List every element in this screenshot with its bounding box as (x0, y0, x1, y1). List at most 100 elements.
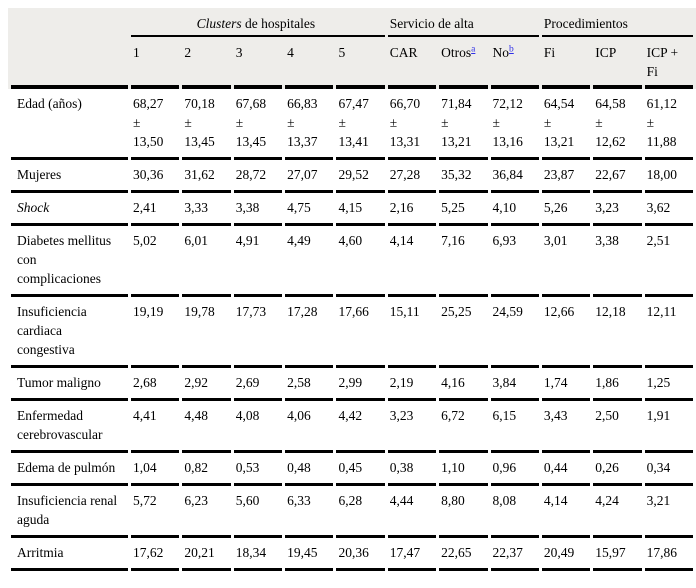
row-label: Tumor maligno (11, 368, 128, 401)
column-header: 4 (285, 37, 334, 89)
data-cell: 5,02 (131, 226, 180, 297)
data-cell: 22,37 (490, 538, 539, 571)
data-cell: 7,16 (439, 226, 488, 297)
data-cell: 6,33 (285, 486, 334, 538)
data-cell: 36,84 (490, 160, 539, 193)
column-header: 3 (233, 37, 283, 89)
data-cell: 35,32 (439, 160, 488, 193)
column-header-label: 1 (133, 45, 140, 60)
table-row: Tumor maligno 2,68 2,92 2,69 2,58 2,99 2,19 4,1… (11, 368, 693, 401)
data-cell: 4,41 (131, 401, 180, 453)
data-cell: 3,23 (387, 401, 437, 453)
column-header: 2 (182, 37, 231, 89)
table-row: Mujeres 30,36 31,62 28,72 27,07 29,52 27,28 35,… (11, 160, 693, 193)
data-cell: 3,38 (233, 193, 283, 226)
data-cell: 0,96 (490, 453, 539, 486)
data-cell: 23,87 (541, 160, 591, 193)
group-header-italic: Clusters (196, 16, 242, 31)
footnote-marker: a (471, 45, 475, 55)
data-cell: 6,28 (336, 486, 385, 538)
table-row: Shock 2,41 3,33 3,38 4,75 4,15 2,16 5,25 4,10 5,2… (11, 193, 693, 226)
data-cell: 2,51 (644, 226, 693, 297)
data-cell: 2,19 (387, 368, 437, 401)
data-cell: 1,25 (644, 368, 693, 401)
data-cell: 3,21 (644, 486, 693, 538)
column-header-row: 1 2 3 4 5 CAR Otrosa Nob Fi ICP ICP + Fi (11, 37, 693, 89)
data-cell: 4,24 (593, 486, 642, 538)
data-cell: 71,84 ± 13,21 (439, 89, 488, 160)
footnote-link-b[interactable]: b (509, 44, 514, 55)
data-cell: 4,16 (439, 368, 488, 401)
data-cell: 17,47 (387, 538, 437, 571)
footnote-marker: b (509, 45, 514, 55)
data-cell: 15,11 (387, 297, 437, 368)
column-header: CAR (387, 37, 437, 89)
table-header: Clusters de hospitales Servicio de alta Pr… (11, 8, 693, 89)
group-header: Servicio de alta (387, 8, 539, 37)
data-cell: 20,49 (541, 538, 591, 571)
group-header: Clusters de hospitales (131, 8, 385, 37)
table-row: Arritmia 17,62 20,21 18,34 19,45 20,36 17,47 22… (11, 538, 693, 571)
group-header-row: Clusters de hospitales Servicio de alta Pr… (11, 8, 693, 37)
data-cell: 5,72 (131, 486, 180, 538)
data-cell: 0,44 (541, 453, 591, 486)
data-cell: 1,04 (131, 453, 180, 486)
corner-cell (11, 37, 128, 89)
group-header-label: Servicio de alta (389, 16, 474, 31)
column-header-label: Fi (543, 45, 556, 60)
column-header: Nob (490, 37, 539, 89)
data-cell: 29,52 (336, 160, 385, 193)
group-header: Procedimientos (541, 8, 693, 37)
table-row: Diabetes mellitus con complicaciones 5,02… (11, 226, 693, 297)
data-cell: 30,36 (131, 160, 180, 193)
data-cell: 27,07 (285, 160, 334, 193)
column-header-label: ICP + Fi (646, 45, 679, 79)
data-cell: 66,70 ± 13,31 (387, 89, 437, 160)
column-header-label: CAR (389, 45, 418, 60)
data-cell: 28,72 (233, 160, 283, 193)
table-row: Insuficiencia cardiaca congestiva 19,19 19… (11, 297, 693, 368)
data-cell: 2,69 (233, 368, 283, 401)
data-cell: 0,34 (644, 453, 693, 486)
data-cell: 19,19 (131, 297, 180, 368)
row-label: Edema de pulmón (11, 453, 128, 486)
data-cell: 17,73 (233, 297, 283, 368)
data-cell: 4,60 (336, 226, 385, 297)
data-cell: 19,45 (285, 538, 334, 571)
data-cell: 64,54 ± 13,21 (541, 89, 591, 160)
table-body: Edad (años) 68,27 ± 13,50 70,18 ± 13,45 67,… (11, 89, 693, 571)
data-cell: 4,14 (541, 486, 591, 538)
data-cell: 22,67 (593, 160, 642, 193)
data-cell: 3,84 (490, 368, 539, 401)
data-cell: 20,21 (182, 538, 231, 571)
row-label: Shock (11, 193, 128, 226)
hospital-clusters-table: Clusters de hospitales Servicio de alta Pr… (8, 8, 696, 571)
data-cell: 2,99 (336, 368, 385, 401)
data-cell: 12,11 (644, 297, 693, 368)
data-cell: 20,36 (336, 538, 385, 571)
data-cell: 67,47 ± 13,41 (336, 89, 385, 160)
column-header: Fi (541, 37, 591, 89)
footnote-link-a[interactable]: a (471, 44, 476, 55)
data-cell: 17,28 (285, 297, 334, 368)
data-cell: 24,59 (490, 297, 539, 368)
data-cell: 1,10 (439, 453, 488, 486)
data-cell: 1,74 (541, 368, 591, 401)
data-cell: 4,49 (285, 226, 334, 297)
data-cell: 4,48 (182, 401, 231, 453)
data-cell: 22,65 (439, 538, 488, 571)
data-cell: 4,75 (285, 193, 334, 226)
table-row: Edad (años) 68,27 ± 13,50 70,18 ± 13,45 67,… (11, 89, 693, 160)
column-header-label: 3 (235, 45, 243, 60)
data-cell: 61,12 ± 11,88 (644, 89, 693, 160)
data-cell: 17,62 (131, 538, 180, 571)
table-row: Edema de pulmón 1,04 0,82 0,53 0,48 0,45 0,38 1… (11, 453, 693, 486)
data-cell: 5,26 (541, 193, 591, 226)
data-cell: 8,08 (490, 486, 539, 538)
data-cell: 2,68 (131, 368, 180, 401)
row-label: Diabetes mellitus con complicaciones (11, 226, 128, 297)
column-header-label: Otros (441, 45, 472, 60)
table-row: Enfermedad cerebrovascular 4,41 4,48 4,08 4,… (11, 401, 693, 453)
data-cell: 70,18 ± 13,45 (182, 89, 231, 160)
